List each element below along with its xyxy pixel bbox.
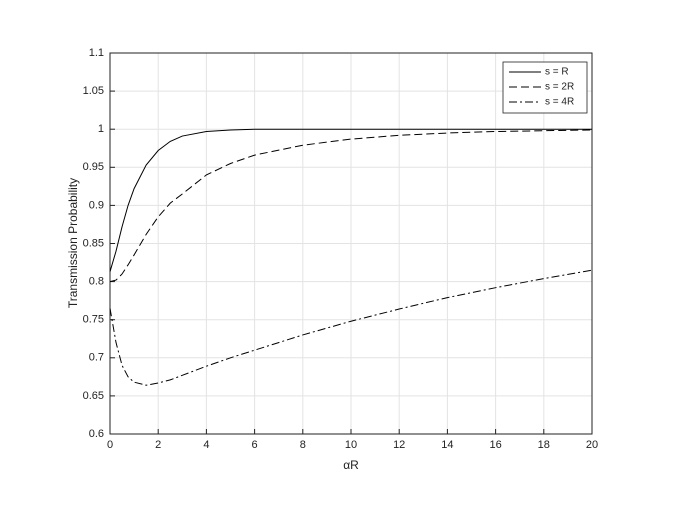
y-tick-label: 0.75 [83,314,104,326]
y-tick-label: 0.6 [89,428,104,440]
y-tick-label: 1 [98,123,104,135]
x-tick-label: 8 [300,439,306,451]
axes-box [109,52,593,435]
x-tick-label: 4 [203,439,209,451]
y-tick-label: 0.9 [89,199,104,211]
y-tick-label: 0.65 [83,390,104,402]
x-tick-label: 6 [252,439,258,451]
line-series [109,269,593,386]
x-tick-label: 14 [441,439,453,451]
x-tick-label: 10 [345,439,357,451]
line-series [109,128,592,272]
y-tick-label: 0.95 [83,161,104,173]
legend-label: s = 2R [545,82,574,93]
y-tick-label: 0.85 [83,237,104,249]
x-axis-label: αR [343,458,359,472]
x-tick-label: 0 [107,439,113,451]
x-tick-label: 18 [538,439,550,451]
x-tick-label: 12 [393,439,405,451]
legend-label: s = 4R [545,97,574,108]
x-tick-label: 16 [489,439,501,451]
y-tick-label: 0.7 [89,352,104,364]
x-tick-label: 2 [155,439,161,451]
line-series [109,129,593,283]
y-tick-label: 1.05 [83,85,104,97]
y-axis-label: Transmission Probability [66,178,80,308]
legend-label: s = R [545,67,569,78]
x-tick-label: 20 [586,439,598,451]
y-tick-label: 0.8 [89,276,104,288]
y-tick-label: 1.1 [89,47,104,59]
